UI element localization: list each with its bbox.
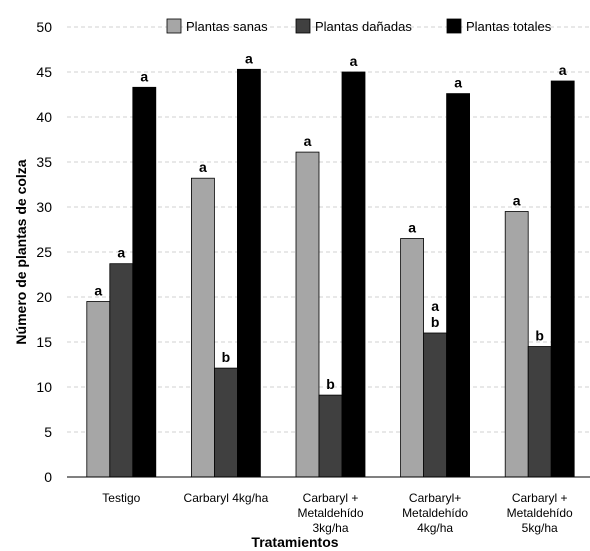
x-category-label: 4kg/ha	[417, 521, 453, 535]
bar	[236, 68, 261, 478]
y-tick-label: 5	[44, 424, 52, 440]
x-category-label: Testigo	[102, 491, 140, 505]
bar-significance-label: a	[140, 68, 148, 84]
y-tick-label: 35	[36, 154, 52, 170]
bar	[295, 151, 320, 478]
x-category-label: 3kg/ha	[312, 521, 348, 535]
bar-significance-label: b	[222, 349, 231, 365]
y-tick-labels: 0 5 10 15 20 25 30 35 40 45 50	[36, 19, 52, 485]
legend-swatch	[295, 18, 311, 34]
bar	[132, 86, 157, 478]
x-category-label: Carbaryl 4kg/ha	[184, 491, 269, 505]
bar	[318, 394, 343, 478]
x-category-label: Carbaryl +	[303, 491, 359, 505]
y-tick-label: 20	[36, 289, 52, 305]
y-axis-title: Número de plantas de colza	[13, 159, 29, 344]
x-category-labels: Testigo Carbaryl 4kg/ha Carbaryl +Metaldeh…	[102, 491, 573, 535]
bar	[213, 367, 238, 478]
bar-significance-label: a	[431, 298, 439, 314]
bar	[504, 211, 529, 478]
bar-significance-label: b	[535, 328, 544, 344]
bar-significance-label: a	[94, 283, 102, 299]
bars	[86, 68, 575, 478]
legend-swatch	[446, 18, 462, 34]
bar	[446, 93, 471, 478]
bar	[341, 71, 366, 478]
x-category-label: Carbaryl+	[409, 491, 461, 505]
y-tick-label: 45	[36, 64, 52, 80]
legend: Plantas sanas Plantas dañadas Plantas tota…	[166, 18, 552, 34]
bar-significance-label: a	[559, 62, 567, 78]
y-tick-label: 50	[36, 19, 52, 35]
x-category-label: 5kg/ha	[522, 521, 558, 535]
bar-significance-label: a	[408, 220, 416, 236]
bar	[423, 332, 448, 478]
y-tick-label: 15	[36, 334, 52, 350]
bar-significance-label: a	[454, 75, 462, 91]
bar-significance-label: a	[304, 133, 312, 149]
bar	[400, 238, 425, 478]
bar	[109, 263, 134, 478]
legend-label: Plantas dañadas	[315, 19, 412, 34]
bar-significance-label: a	[245, 50, 253, 66]
bar	[86, 301, 111, 478]
y-tick-label: 25	[36, 244, 52, 260]
x-category-label: Carbaryl +	[512, 491, 568, 505]
y-tick-label: 40	[36, 109, 52, 125]
x-axis-title: Tratamientos	[251, 534, 338, 550]
y-tick-label: 0	[44, 469, 52, 485]
legend-label: Plantas sanas	[186, 19, 268, 34]
bar-significance-label: a	[117, 245, 125, 261]
bar-significance-label: a	[350, 53, 358, 69]
bar	[527, 346, 552, 478]
legend-label: Plantas totales	[466, 19, 552, 34]
y-tick-label: 10	[36, 379, 52, 395]
bar	[550, 80, 575, 478]
bar	[190, 177, 215, 478]
bar-significance-label: b	[431, 314, 440, 330]
x-category-label: Metaldehído	[507, 506, 573, 520]
legend-swatch	[166, 18, 182, 34]
bar-significance-label: b	[326, 376, 335, 392]
bar-significance-label: a	[513, 193, 521, 209]
bar-significance-label: a	[199, 159, 207, 175]
x-category-label: Metaldehído	[297, 506, 363, 520]
y-tick-label: 30	[36, 199, 52, 215]
x-category-label: Metaldehído	[402, 506, 468, 520]
